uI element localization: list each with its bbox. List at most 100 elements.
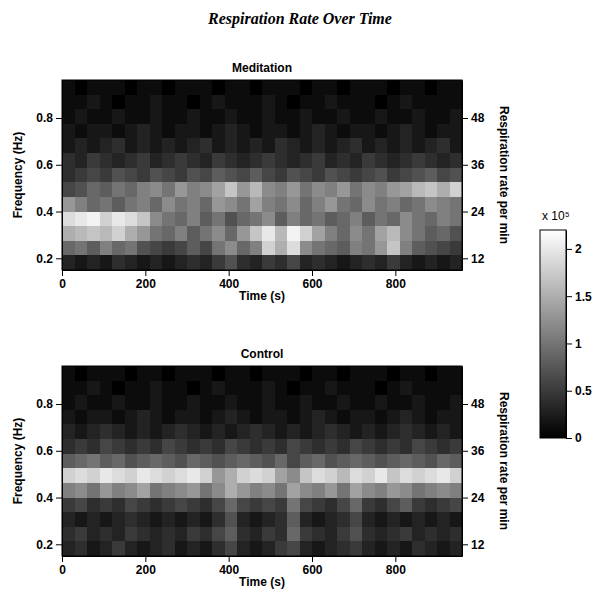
heatmap-cell <box>187 168 200 183</box>
heatmap-cell <box>412 410 425 425</box>
heatmap-cell <box>62 527 75 542</box>
heatmap-cell <box>375 424 388 439</box>
heatmap-cell <box>262 454 275 469</box>
heatmap-cell <box>125 197 138 212</box>
y-axis-tick: 0.2 <box>36 252 62 266</box>
heatmap-cell <box>225 366 238 381</box>
heatmap-cell <box>75 153 88 168</box>
x-axis-tick-label: 800 <box>386 563 406 577</box>
heatmap-cell <box>362 483 375 498</box>
heatmap-cell <box>150 527 163 542</box>
heatmap-cell <box>225 255 238 270</box>
heatmap-cell <box>362 212 375 227</box>
x-axis-tick-mark <box>62 556 63 562</box>
heatmap-cell <box>200 512 213 527</box>
heatmap-cell <box>250 381 263 396</box>
heatmap-cell <box>62 439 75 454</box>
heatmap-cell <box>225 153 238 168</box>
heatmap-cell <box>125 80 138 95</box>
heatmap-cell <box>100 483 113 498</box>
y-axis-tick-mark <box>56 498 62 499</box>
heatmap-cell <box>62 124 75 139</box>
colorbar-axis-tick: 1 <box>566 337 582 351</box>
heatmap-cell <box>112 241 125 256</box>
heatmap-cell <box>350 498 363 513</box>
heatmap-cell <box>350 468 363 483</box>
heatmap-cell <box>300 168 313 183</box>
heatmap-cell <box>100 182 113 197</box>
heatmap-cell <box>162 80 175 95</box>
heatmap-cell <box>350 109 363 124</box>
heatmap-cell <box>250 512 263 527</box>
y-axis-tick-mark <box>56 451 62 452</box>
heatmap-cell <box>400 527 413 542</box>
heatmap-cell <box>137 454 150 469</box>
heatmap-cell <box>237 138 250 153</box>
heatmap-cell <box>112 212 125 227</box>
heatmap-cell <box>175 197 188 212</box>
x-axis-tick-label: 800 <box>386 277 406 291</box>
heatmap-cell <box>187 410 200 425</box>
heatmap-cell <box>425 197 438 212</box>
heatmap-cell <box>412 168 425 183</box>
heatmap-cell <box>412 124 425 139</box>
heatmap-cell <box>312 95 325 110</box>
heatmap-cell <box>175 168 188 183</box>
heatmap-cell <box>337 395 350 410</box>
heatmap-cell <box>337 454 350 469</box>
heatmap-cell <box>75 527 88 542</box>
heatmap-cell <box>375 182 388 197</box>
heatmap-cell <box>162 498 175 513</box>
heatmap-cell <box>87 197 100 212</box>
heatmap-cell <box>337 468 350 483</box>
heatmap-cell <box>362 138 375 153</box>
heatmap-cell <box>275 512 288 527</box>
heatmap-cell <box>375 226 388 241</box>
heatmap-cell <box>287 512 300 527</box>
heatmap-cell <box>262 226 275 241</box>
heatmap-cell <box>200 109 213 124</box>
heatmap-cell <box>312 80 325 95</box>
colorbar-axis-tick-label: 0 <box>575 431 582 445</box>
heatmap-cell <box>262 212 275 227</box>
heatmap-cell <box>400 241 413 256</box>
heatmap-cell <box>237 241 250 256</box>
heatmap-cell <box>362 439 375 454</box>
heatmap-cell <box>225 226 238 241</box>
heatmap-cell <box>262 124 275 139</box>
heatmap-cell <box>100 424 113 439</box>
heatmap-cell <box>237 182 250 197</box>
y2-axis-tick: 48 <box>462 111 485 125</box>
y-axis: 0.20.40.60.8 <box>36 81 62 271</box>
y-axis-tick-label: 0.2 <box>36 538 53 552</box>
heatmap-cell <box>375 541 388 556</box>
heatmap-cell <box>412 527 425 542</box>
heatmap-cell <box>175 109 188 124</box>
heatmap-cell <box>237 212 250 227</box>
heatmap-cell <box>125 483 138 498</box>
heatmap-cell <box>375 512 388 527</box>
heatmap-cell <box>350 483 363 498</box>
x-axis-tick: 200 <box>136 556 156 577</box>
heatmap-cell <box>87 512 100 527</box>
heatmap-cell <box>225 439 238 454</box>
heatmap-cell <box>375 498 388 513</box>
heatmap-cell <box>237 255 250 270</box>
heatmap-cell <box>212 483 225 498</box>
heatmap-cell <box>337 424 350 439</box>
heatmap-cell <box>350 226 363 241</box>
heatmap-cell <box>412 197 425 212</box>
heatmap-cell <box>112 498 125 513</box>
heatmap-cell <box>250 541 263 556</box>
heatmap-cell <box>125 182 138 197</box>
heatmap-cell <box>137 395 150 410</box>
heatmap-cell <box>125 109 138 124</box>
heatmap-cell <box>450 153 463 168</box>
heatmap-cell <box>237 124 250 139</box>
heatmap-cell <box>75 439 88 454</box>
heatmap-cell <box>450 197 463 212</box>
heatmap-cell <box>75 381 88 396</box>
heatmap-cell <box>75 410 88 425</box>
heatmap-cell <box>450 454 463 469</box>
heatmap-cell <box>287 197 300 212</box>
